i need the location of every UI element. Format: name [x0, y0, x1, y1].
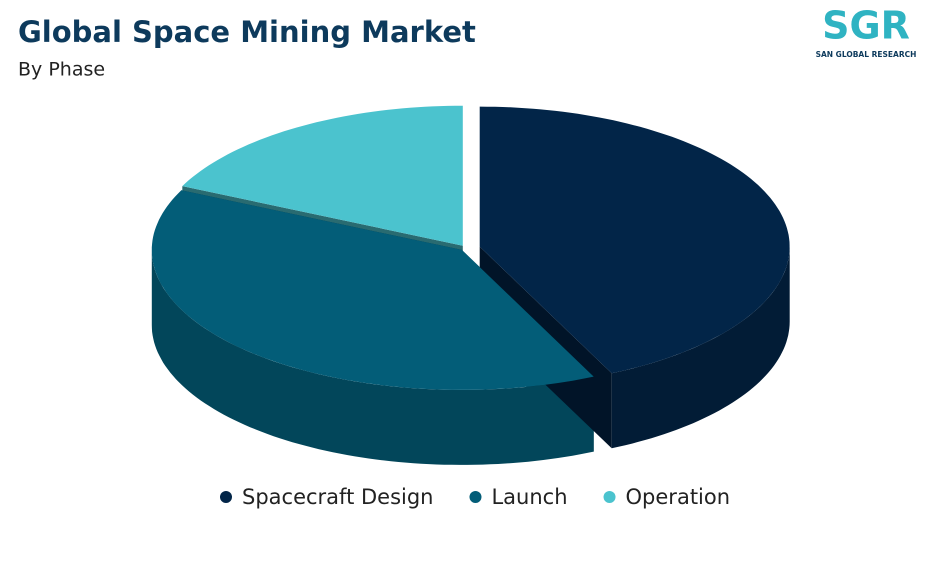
- legend-marker: [220, 491, 232, 503]
- slice: [479, 106, 790, 374]
- pie: [151, 105, 790, 465]
- slice: [182, 105, 463, 246]
- logo-tagline: SAN GLOBAL RESEARCH: [816, 50, 917, 59]
- slice-side: [611, 246, 790, 449]
- chart-title: Global Space Mining Market: [18, 15, 476, 49]
- legend-label: Launch: [491, 485, 567, 509]
- slice: [151, 190, 594, 390]
- legend: Spacecraft Design Launch Operation: [220, 485, 730, 509]
- legend-label: Operation: [626, 485, 731, 509]
- chart-subtitle: By Phase: [18, 59, 105, 81]
- logo: SGR: [822, 4, 910, 48]
- legend-marker: [469, 491, 482, 503]
- legend-marker: [603, 491, 616, 503]
- legend-label: Spacecraft Design: [242, 485, 433, 509]
- slice-side: [151, 249, 594, 465]
